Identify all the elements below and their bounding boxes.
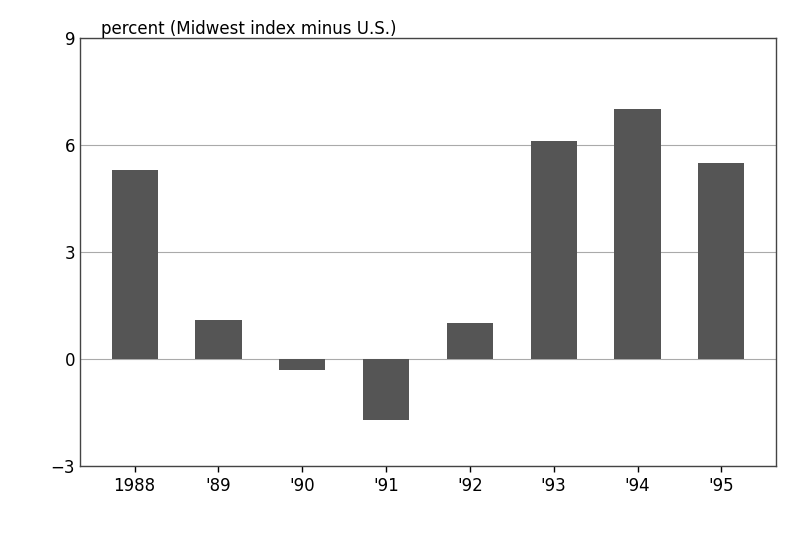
Bar [530, 141, 577, 359]
Bar [447, 323, 493, 359]
Bar [195, 320, 242, 359]
Bar [112, 170, 158, 359]
Bar [363, 359, 409, 420]
Bar [279, 359, 326, 370]
Text: percent (Midwest index minus U.S.): percent (Midwest index minus U.S.) [101, 19, 396, 38]
Bar [698, 162, 744, 359]
Bar [614, 109, 661, 359]
